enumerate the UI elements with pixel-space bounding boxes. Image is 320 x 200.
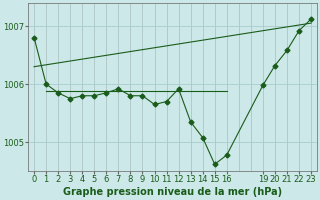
X-axis label: Graphe pression niveau de la mer (hPa): Graphe pression niveau de la mer (hPa) [63, 187, 282, 197]
